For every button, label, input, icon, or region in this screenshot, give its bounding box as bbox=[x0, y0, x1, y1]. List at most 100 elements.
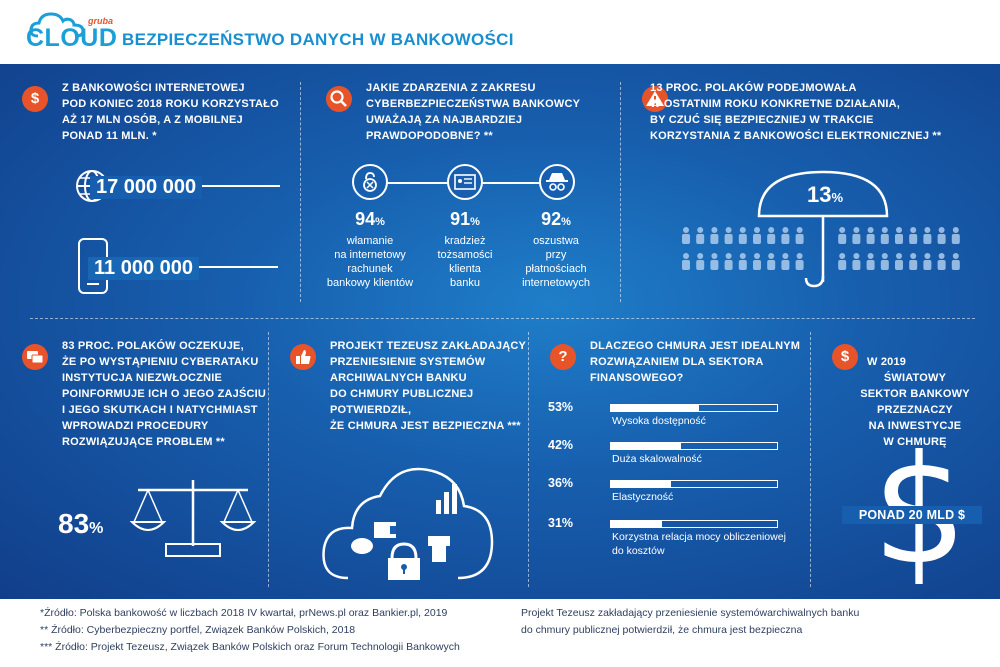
person-icon bbox=[710, 227, 719, 244]
bar-fill bbox=[611, 521, 663, 527]
logo: gruba CLOUD bbox=[26, 10, 118, 54]
source-3: *** Źródło: Projekt Tezeusz, Związek Ban… bbox=[40, 641, 460, 653]
bar-fill bbox=[611, 481, 671, 487]
person-icon bbox=[682, 227, 690, 244]
thumbs-up-icon bbox=[290, 344, 316, 370]
tezeusz-text: PROJEKT TEZEUSZ ZAKŁADAJĄCY PRZENIESIENIE… bbox=[330, 340, 527, 432]
person-icon bbox=[895, 227, 903, 244]
expectation-value: 83% bbox=[58, 508, 104, 539]
person-icon bbox=[781, 253, 790, 270]
person-icon bbox=[866, 253, 875, 270]
spy-icon bbox=[539, 164, 575, 200]
person-icon bbox=[880, 253, 889, 270]
person-icon bbox=[937, 227, 946, 244]
person-icon bbox=[724, 227, 733, 244]
person-icon bbox=[753, 253, 761, 270]
logo-cloud-icon bbox=[29, 12, 85, 38]
person-icon bbox=[767, 253, 776, 270]
cloud-security-icon bbox=[322, 467, 494, 580]
bar-fill bbox=[611, 443, 681, 449]
id-card-icon bbox=[447, 164, 483, 200]
bar-track bbox=[610, 520, 778, 528]
logo-cloud-text: CLOUD bbox=[26, 24, 118, 52]
divider bbox=[620, 82, 621, 302]
person-icon bbox=[682, 253, 690, 270]
bar-track bbox=[610, 404, 778, 412]
person-icon bbox=[753, 227, 761, 244]
divider bbox=[30, 318, 975, 319]
investment-text: W 2019 ŚWIATOWY SEKTOR BANKOWY PRZEZNACZY NA… bbox=[860, 356, 970, 448]
person-icon bbox=[937, 253, 946, 270]
divider bbox=[528, 332, 529, 587]
person-icon bbox=[923, 227, 932, 244]
logo-gruba-text: gruba bbox=[88, 16, 114, 26]
person-icon bbox=[923, 253, 932, 270]
dollar-icon: $ bbox=[22, 86, 48, 112]
infographic-panel: $ Z BANKOWOŚCI INTERNETOWEJ POD KONIEC 20… bbox=[0, 64, 1000, 599]
internet-users-value: 17 000 000 bbox=[90, 176, 203, 199]
person-icon bbox=[738, 253, 747, 270]
person-icon bbox=[852, 253, 861, 270]
event-label-1: włamanie na internetowy rachunek bankowy kl… bbox=[326, 235, 414, 289]
person-icon bbox=[696, 253, 705, 270]
person-icon bbox=[724, 253, 733, 270]
scales-icon bbox=[129, 480, 257, 557]
investment-amount: PONAD 20 MLD $ bbox=[842, 506, 982, 524]
person-icon bbox=[909, 227, 918, 244]
bar-track bbox=[610, 442, 778, 450]
person-icon bbox=[951, 253, 960, 270]
divider bbox=[300, 82, 301, 302]
bar-label: Duża skalowalność bbox=[612, 453, 702, 465]
bar-percent: 36% bbox=[548, 476, 574, 490]
divider bbox=[268, 332, 269, 587]
event-pct-3: 92% bbox=[541, 209, 571, 229]
person-icon bbox=[852, 227, 861, 244]
expectation-text: 83 PROC. POLAKÓW OCZEKUJE, ŻE PO WYSTĄPIE… bbox=[62, 340, 267, 448]
question-icon: ? bbox=[550, 344, 576, 370]
event-pct-1: 94% bbox=[355, 209, 385, 229]
page-title: BEZPIECZEŃSTWO DANYCH W BANKOWOŚCI bbox=[122, 30, 514, 49]
person-icon bbox=[866, 227, 875, 244]
mobile-users-value: 11 000 000 bbox=[88, 257, 199, 280]
person-icon bbox=[781, 227, 790, 244]
person-icon bbox=[838, 227, 847, 244]
person-icon bbox=[951, 227, 960, 244]
person-icon bbox=[880, 227, 889, 244]
bar-percent: 31% bbox=[548, 516, 574, 530]
bar-fill bbox=[611, 405, 699, 411]
person-icon bbox=[909, 253, 918, 270]
person-icon bbox=[767, 227, 776, 244]
event-label-3: oszustwa przy płatnościach internetowych bbox=[522, 235, 590, 289]
umbrella-value: 13% bbox=[806, 182, 844, 207]
source-1: *Źródło: Polska bankowość w liczbach 201… bbox=[40, 607, 448, 619]
divider bbox=[810, 332, 811, 587]
chat-icon bbox=[22, 344, 48, 370]
person-icon bbox=[738, 227, 747, 244]
person-icon bbox=[696, 227, 705, 244]
people-grid bbox=[682, 227, 960, 270]
why-cloud-text: DLACZEGO CHMURA JEST IDEALNYM ROZWIĄZANIE… bbox=[590, 340, 801, 384]
header: gruba CLOUD BEZPIECZEŃSTWO DANYCH W BANK… bbox=[0, 0, 1000, 64]
bar-percent: 53% bbox=[548, 400, 574, 414]
footer: *Źródło: Polska bankowość w liczbach 201… bbox=[0, 599, 1000, 667]
bar-label: Wysoka dostępność bbox=[612, 415, 706, 427]
footer-note-2: do chmury publicznej potwierdził, że chm… bbox=[521, 624, 803, 636]
internet-banking-text: Z BANKOWOŚCI INTERNETOWEJ POD KONIEC 2018… bbox=[62, 82, 279, 142]
umbrella-icon bbox=[757, 170, 889, 288]
search-icon bbox=[326, 86, 352, 112]
person-icon bbox=[838, 253, 847, 270]
bar-label: Korzystna relacja mocy obliczeniowej do k… bbox=[612, 531, 786, 557]
cyber-events-text: JAKIE ZDARZENIA Z ZAKRESU CYBERBEZPIECZEŃ… bbox=[366, 82, 581, 142]
warning-icon bbox=[642, 86, 668, 112]
person-icon bbox=[795, 253, 804, 270]
source-2: ** Źródło: Cyberbezpieczny portfel, Zwią… bbox=[40, 624, 356, 636]
dollar-icon: $ bbox=[832, 344, 858, 370]
event-pct-2: 91% bbox=[450, 209, 480, 229]
person-icon bbox=[710, 253, 719, 270]
event-label-2: kradzież tożsamości klienta banku bbox=[437, 235, 493, 289]
person-icon bbox=[795, 227, 804, 244]
bar-percent: 42% bbox=[548, 438, 574, 452]
person-icon bbox=[895, 253, 903, 270]
protection-text: 13 PROC. POLAKÓW PODEJMOWAŁA W OSTATNIM … bbox=[650, 82, 942, 142]
bar-label: Elastyczność bbox=[612, 491, 674, 503]
